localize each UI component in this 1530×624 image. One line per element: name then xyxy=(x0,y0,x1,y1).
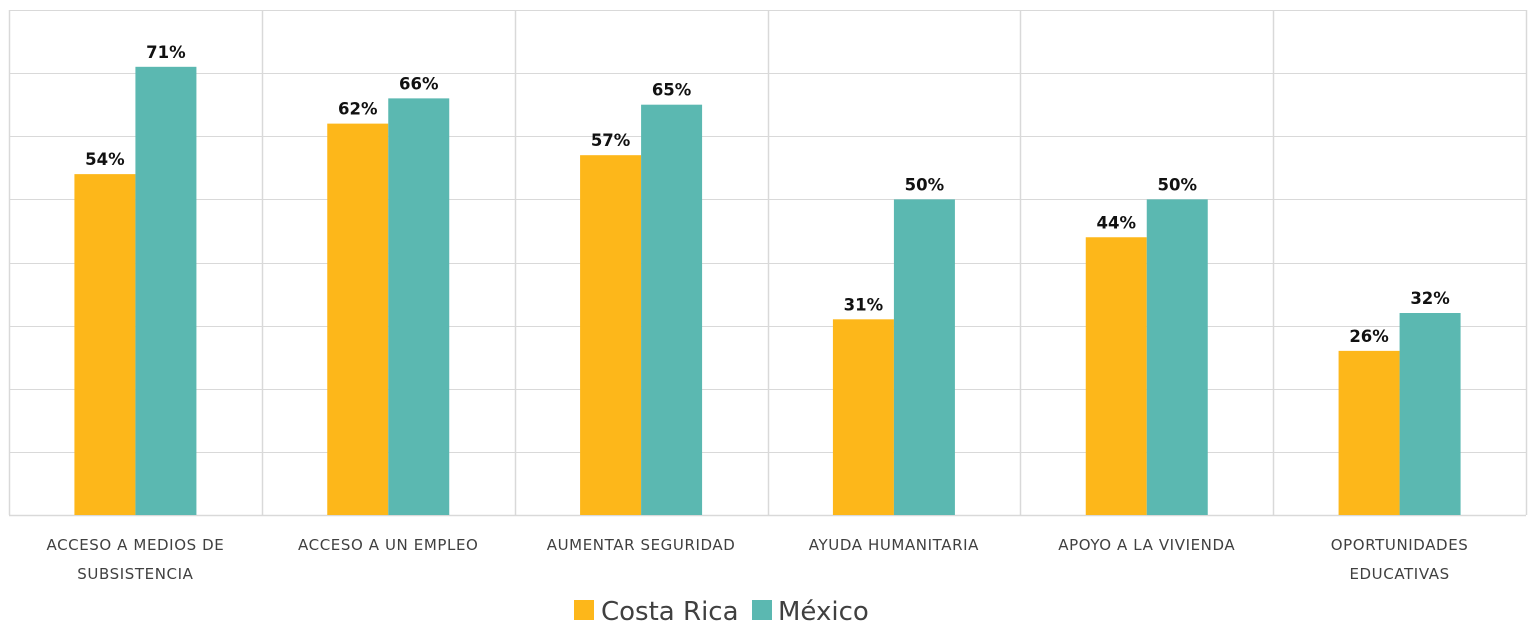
bar-series-2 xyxy=(893,199,955,515)
bar-series-2 xyxy=(1146,199,1208,515)
bar-series-1 xyxy=(74,174,136,515)
category-label: ACCESO A MEDIOS DE xyxy=(46,536,224,554)
data-label: 62% xyxy=(338,100,378,119)
data-label: 32% xyxy=(1410,289,1450,308)
bar-series-1 xyxy=(580,155,642,515)
category-label: EDUCATIVAS xyxy=(1349,565,1449,583)
category-label: AYUDA HUMANITARIA xyxy=(809,536,979,554)
data-label: 66% xyxy=(399,74,439,93)
data-label: 44% xyxy=(1097,213,1137,232)
legend-swatch xyxy=(574,600,594,620)
category-label: OPORTUNIDADES xyxy=(1331,536,1469,554)
legend-swatch xyxy=(752,600,772,620)
bar-series-1 xyxy=(327,123,389,515)
data-label: 50% xyxy=(1158,175,1198,194)
gridlines xyxy=(8,10,1528,517)
data-label: 54% xyxy=(85,150,125,169)
category-label: SUBSISTENCIA xyxy=(77,565,193,583)
data-label: 50% xyxy=(905,175,945,194)
bar-series-2 xyxy=(388,98,450,515)
bar-series-1 xyxy=(1338,350,1400,515)
data-label: 31% xyxy=(844,295,884,314)
bars xyxy=(74,66,1461,515)
category-label: ACCESO A UN EMPLEO xyxy=(298,536,478,554)
bar-series-1 xyxy=(1085,237,1147,515)
data-label: 65% xyxy=(652,81,692,100)
category-label: AUMENTAR SEGURIDAD xyxy=(547,536,736,554)
data-label: 57% xyxy=(591,131,631,150)
bar-series-2 xyxy=(641,104,703,515)
data-label: 26% xyxy=(1349,327,1389,346)
data-label: 71% xyxy=(146,43,186,62)
bar-series-2 xyxy=(1399,313,1461,515)
bar-series-1 xyxy=(832,319,894,515)
category-label: APOYO A LA VIVIENDA xyxy=(1058,536,1235,554)
data-labels: 54% 62% 57% 31% 44% 26% 71% 66% 65% 50% 50% 32% xyxy=(85,43,1450,346)
legend-label: Costa Rica xyxy=(601,597,739,624)
bar-series-2 xyxy=(135,66,197,515)
category-labels: ACCESO A MEDIOS DE SUBSISTENCIA ACCESO A U… xyxy=(46,536,1469,583)
legend: Costa Rica México xyxy=(574,597,869,624)
legend-label: México xyxy=(778,597,869,624)
